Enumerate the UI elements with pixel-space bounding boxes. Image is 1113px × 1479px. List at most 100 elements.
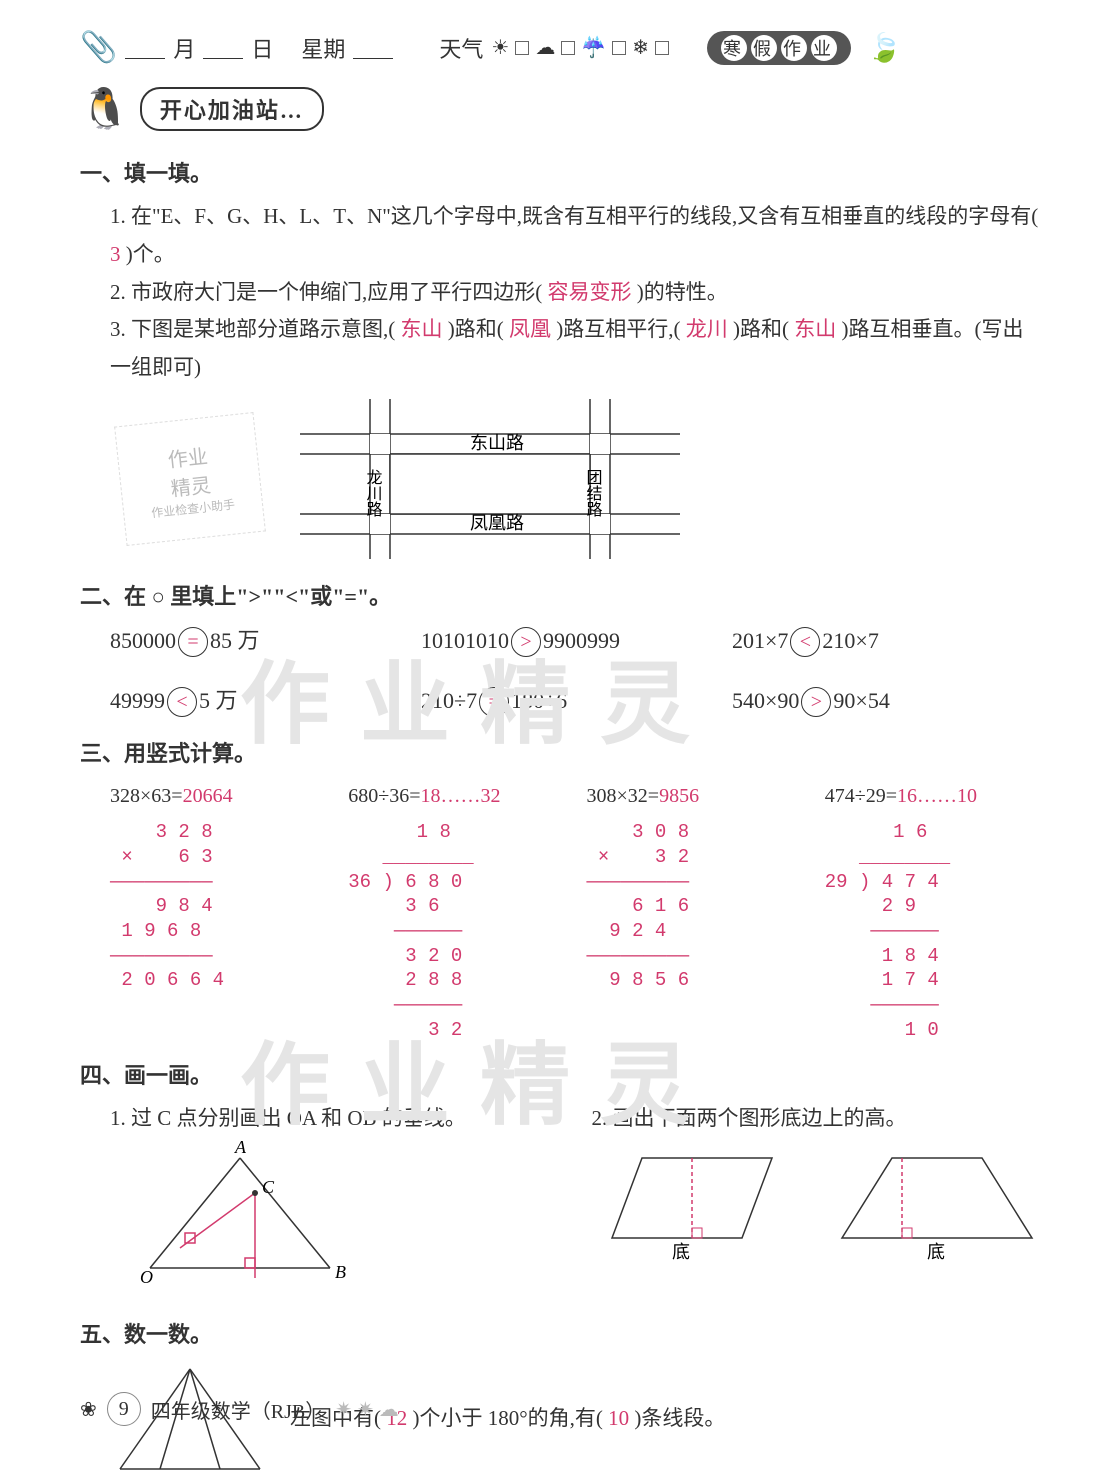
compare-op: < xyxy=(790,627,820,657)
cloud-icon: ☁ xyxy=(535,35,555,60)
compare-item: 540×90>90×54 xyxy=(732,681,1043,721)
label-C: C xyxy=(262,1177,275,1197)
triangle-oab: A C O B xyxy=(110,1138,370,1288)
section2-title: 二、在 ○ 里填上">""<"或"="。 xyxy=(80,579,1043,611)
badge-char: 业 xyxy=(811,35,837,61)
weather-box[interactable] xyxy=(655,41,669,55)
q1-text-post: )个。 xyxy=(126,242,175,266)
compare-op: = xyxy=(479,687,509,717)
weather-icons: ☀ ☁ ☔ ❄ xyxy=(491,35,669,60)
compare-op: < xyxy=(167,687,197,717)
calc-eq: 328×63=20664 xyxy=(110,778,328,814)
weather-box[interactable] xyxy=(612,41,626,55)
compare-left: 49999 xyxy=(110,688,165,713)
calc-answer: 9856 xyxy=(659,785,699,807)
q3-b: )路和( xyxy=(448,317,504,341)
footer-subject: 四年级数学（RJB） xyxy=(151,1395,325,1424)
q3-c: )路互相平行,( xyxy=(556,317,680,341)
q2-answer: 容易变形 xyxy=(542,280,637,304)
badge-char: 寒 xyxy=(721,35,747,61)
compare-item: 10101010>9900999 xyxy=(421,621,732,661)
month-blank xyxy=(125,37,165,59)
section1-title: 一、填一填。 xyxy=(80,156,1043,188)
sun-icon: ☀ xyxy=(491,35,509,60)
calc-eq: 680÷36=18……32 xyxy=(348,778,566,814)
q1: 1. 在"E、F、G、H、L、T、N"这几个字母中,既含有互相平行的线段,又含有… xyxy=(110,198,1043,274)
compare-left: 10101010 xyxy=(421,628,509,653)
wm-line: 精灵 xyxy=(169,468,212,501)
calc-problem: 308×32=9856 3 0 8 × 3 2 ————————— 6 1 6 … xyxy=(587,778,805,1042)
q3-ans4: 东山 xyxy=(789,317,842,341)
calc-problem: 680÷36=18……32 1 8 ________ 36 ) 6 8 0 3 … xyxy=(348,778,566,1042)
weekday-blank xyxy=(353,37,393,59)
badge-char: 作 xyxy=(781,35,807,61)
section4-title: 四、画一画。 xyxy=(80,1058,1043,1090)
compare-op: > xyxy=(511,627,541,657)
day-label: 日 xyxy=(251,32,273,64)
month-label: 月 xyxy=(173,32,195,64)
compare-left: 850000 xyxy=(110,628,176,653)
calc-work: 1 8 ________ 36 ) 6 8 0 3 6 —————— 3 2 0… xyxy=(348,820,566,1042)
q3: 3. 下图是某地部分道路示意图,( 东山 )路和( 凤凰 )路互相平行,( 龙川… xyxy=(110,311,1043,387)
penguin-icon: 🐧 xyxy=(80,85,130,132)
q3-ans3: 龙川 xyxy=(681,317,734,341)
q2: 2. 市政府大门是一个伸缩门,应用了平行四边形( 容易变形 )的特性。 xyxy=(110,274,1043,312)
station-banner: 🐧 开心加油站… xyxy=(80,85,1043,132)
q3-ans1: 东山 xyxy=(395,317,448,341)
page-header: 📎 月 日 星期 天气 ☀ ☁ ☔ ❄ 寒 假 作 业 🍃 xyxy=(80,30,1043,65)
wm-line: 作业 xyxy=(166,440,209,473)
compare-item: 201×7<210×7 xyxy=(732,621,1043,661)
label-B: B xyxy=(335,1262,346,1282)
compare-right: 210×7 xyxy=(822,628,878,653)
compare-left: 540×90 xyxy=(732,688,799,713)
s5-c: )条线段。 xyxy=(634,1406,725,1430)
draw-row: 1. 过 C 点分别画出 OA 和 OB 的垂线。 A C O B 2. 画出下… xyxy=(110,1100,1043,1301)
calc-problem: 474÷29=16……10 1 6 ________ 29 ) 4 7 4 2 … xyxy=(825,778,1043,1042)
section3-title: 三、用竖式计算。 xyxy=(80,736,1043,768)
watermark-card: 作业 精灵 作业检查小助手 xyxy=(114,412,266,546)
weekday-label: 星期 xyxy=(301,32,345,64)
title-badge: 寒 假 作 业 xyxy=(707,31,851,65)
compare-left: 201×7 xyxy=(732,628,788,653)
draw-q2: 2. 画出下面两个图形底边上的高。 底 底 xyxy=(592,1100,1044,1301)
weather-box[interactable] xyxy=(561,41,575,55)
q2-text-post: )的特性。 xyxy=(637,280,728,304)
footer-icon: ❀ xyxy=(80,1397,97,1422)
compare-right: 5 万 xyxy=(199,688,238,713)
q4-2-text: 2. 画出下面两个图形底边上的高。 xyxy=(592,1106,907,1130)
page-footer: ❀ 9 四年级数学（RJB） ✷ ✷ ☁ xyxy=(80,1392,399,1426)
base-label: 底 xyxy=(927,1242,945,1262)
calc-work: 3 0 8 × 3 2 ————————— 6 1 6 9 2 4 ——————… xyxy=(587,820,805,993)
day-blank xyxy=(203,37,243,59)
lamp-icon: 📎 xyxy=(80,30,117,65)
q1-answer: 3 xyxy=(110,242,126,266)
wm-line: 作业检查小助手 xyxy=(150,495,235,521)
road-top-label: 东山路 xyxy=(470,433,524,453)
rain-icon: ☔ xyxy=(581,35,606,60)
road-left-label: 龙川路 xyxy=(364,469,383,517)
weather-box[interactable] xyxy=(515,41,529,55)
compare-op: > xyxy=(801,687,831,717)
compare-right: 90×54 xyxy=(833,688,889,713)
road-map: 东山路 凤凰路 龙川路 团结路 xyxy=(300,399,680,559)
badge-char: 假 xyxy=(751,35,777,61)
station-title: 开心加油站… xyxy=(140,87,324,131)
section5-title: 五、数一数。 xyxy=(80,1317,1043,1349)
page-number: 9 xyxy=(107,1392,141,1426)
calc-work: 3 2 8 × 6 3 ————————— 9 8 4 1 9 6 8 ————… xyxy=(110,820,328,993)
compare-left: 210÷7 xyxy=(421,688,477,713)
q2-text: 2. 市政府大门是一个伸缩门,应用了平行四边形( xyxy=(110,280,542,304)
calc-answer: 18……32 xyxy=(421,785,501,807)
road-right-label: 团结路 xyxy=(584,469,603,517)
trapezoid: 底 xyxy=(822,1138,1042,1268)
s5-b: )个小于 180°的角,有( xyxy=(413,1406,603,1430)
calc-work: 1 6 ________ 29 ) 4 7 4 2 9 —————— 1 8 4… xyxy=(825,820,1043,1042)
weather-label: 天气 xyxy=(439,32,483,64)
q3-a: 3. 下图是某地部分道路示意图,( xyxy=(110,317,395,341)
compare-right: 85 万 xyxy=(210,628,260,653)
compare-op: = xyxy=(178,627,208,657)
draw-q1: 1. 过 C 点分别画出 OA 和 OB 的垂线。 A C O B xyxy=(110,1100,562,1301)
calc-grid: 328×63=20664 3 2 8 × 6 3 ————————— 9 8 4… xyxy=(110,778,1043,1042)
parallelogram: 底 xyxy=(592,1138,792,1268)
q1-text: 1. 在"E、F、G、H、L、T、N"这几个字母中,既含有互相平行的线段,又含有… xyxy=(110,204,1038,228)
